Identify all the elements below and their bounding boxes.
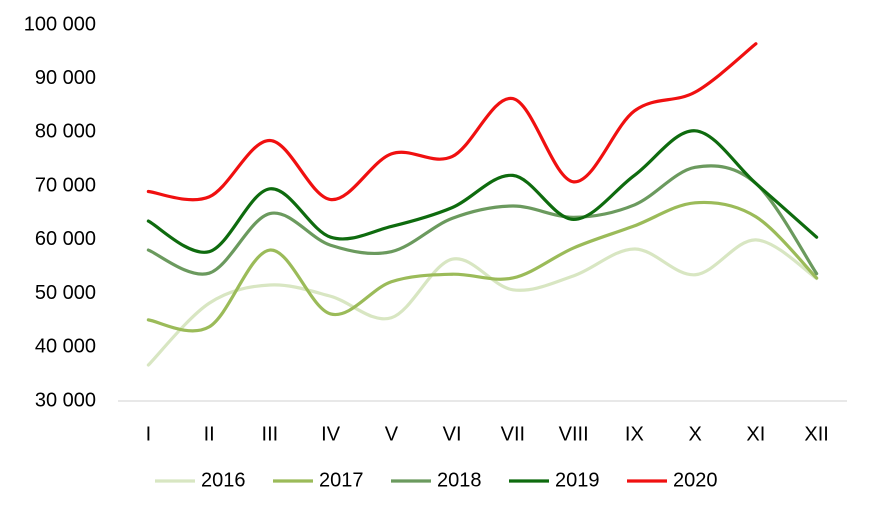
x-tick-label: I bbox=[146, 423, 152, 445]
x-tick-label: VII bbox=[501, 423, 525, 445]
x-tick-label: VI bbox=[443, 423, 462, 445]
legend-label: 2017 bbox=[319, 469, 364, 491]
legend-label: 2019 bbox=[555, 469, 600, 491]
x-tick-label: IV bbox=[321, 423, 341, 445]
y-tick-label: 90 000 bbox=[35, 67, 96, 89]
y-tick-label: 50 000 bbox=[35, 282, 96, 304]
series-line bbox=[146, 200, 819, 333]
x-tick-label: XII bbox=[804, 423, 828, 445]
y-tick-label: 70 000 bbox=[35, 174, 96, 196]
y-tick-label: 30 000 bbox=[35, 389, 96, 411]
series-line bbox=[146, 42, 758, 202]
y-tick-label: 60 000 bbox=[35, 228, 96, 250]
x-tick-label: V bbox=[385, 423, 399, 445]
y-tick-label: 100 000 bbox=[24, 13, 96, 35]
y-tick-label: 40 000 bbox=[35, 336, 96, 358]
x-tick-label: II bbox=[204, 423, 215, 445]
legend-label: 2020 bbox=[673, 469, 718, 491]
x-tick-label: VIII bbox=[559, 423, 589, 445]
x-tick-label: IX bbox=[625, 423, 644, 445]
series-line bbox=[146, 164, 819, 276]
x-tick-label: XI bbox=[746, 423, 765, 445]
legend-label: 2016 bbox=[201, 469, 246, 491]
series-line bbox=[146, 129, 819, 254]
series-line bbox=[146, 238, 819, 367]
x-tick-label: X bbox=[688, 423, 701, 445]
legend-label: 2018 bbox=[437, 469, 482, 491]
y-tick-label: 80 000 bbox=[35, 121, 96, 143]
x-tick-label: III bbox=[262, 423, 279, 445]
